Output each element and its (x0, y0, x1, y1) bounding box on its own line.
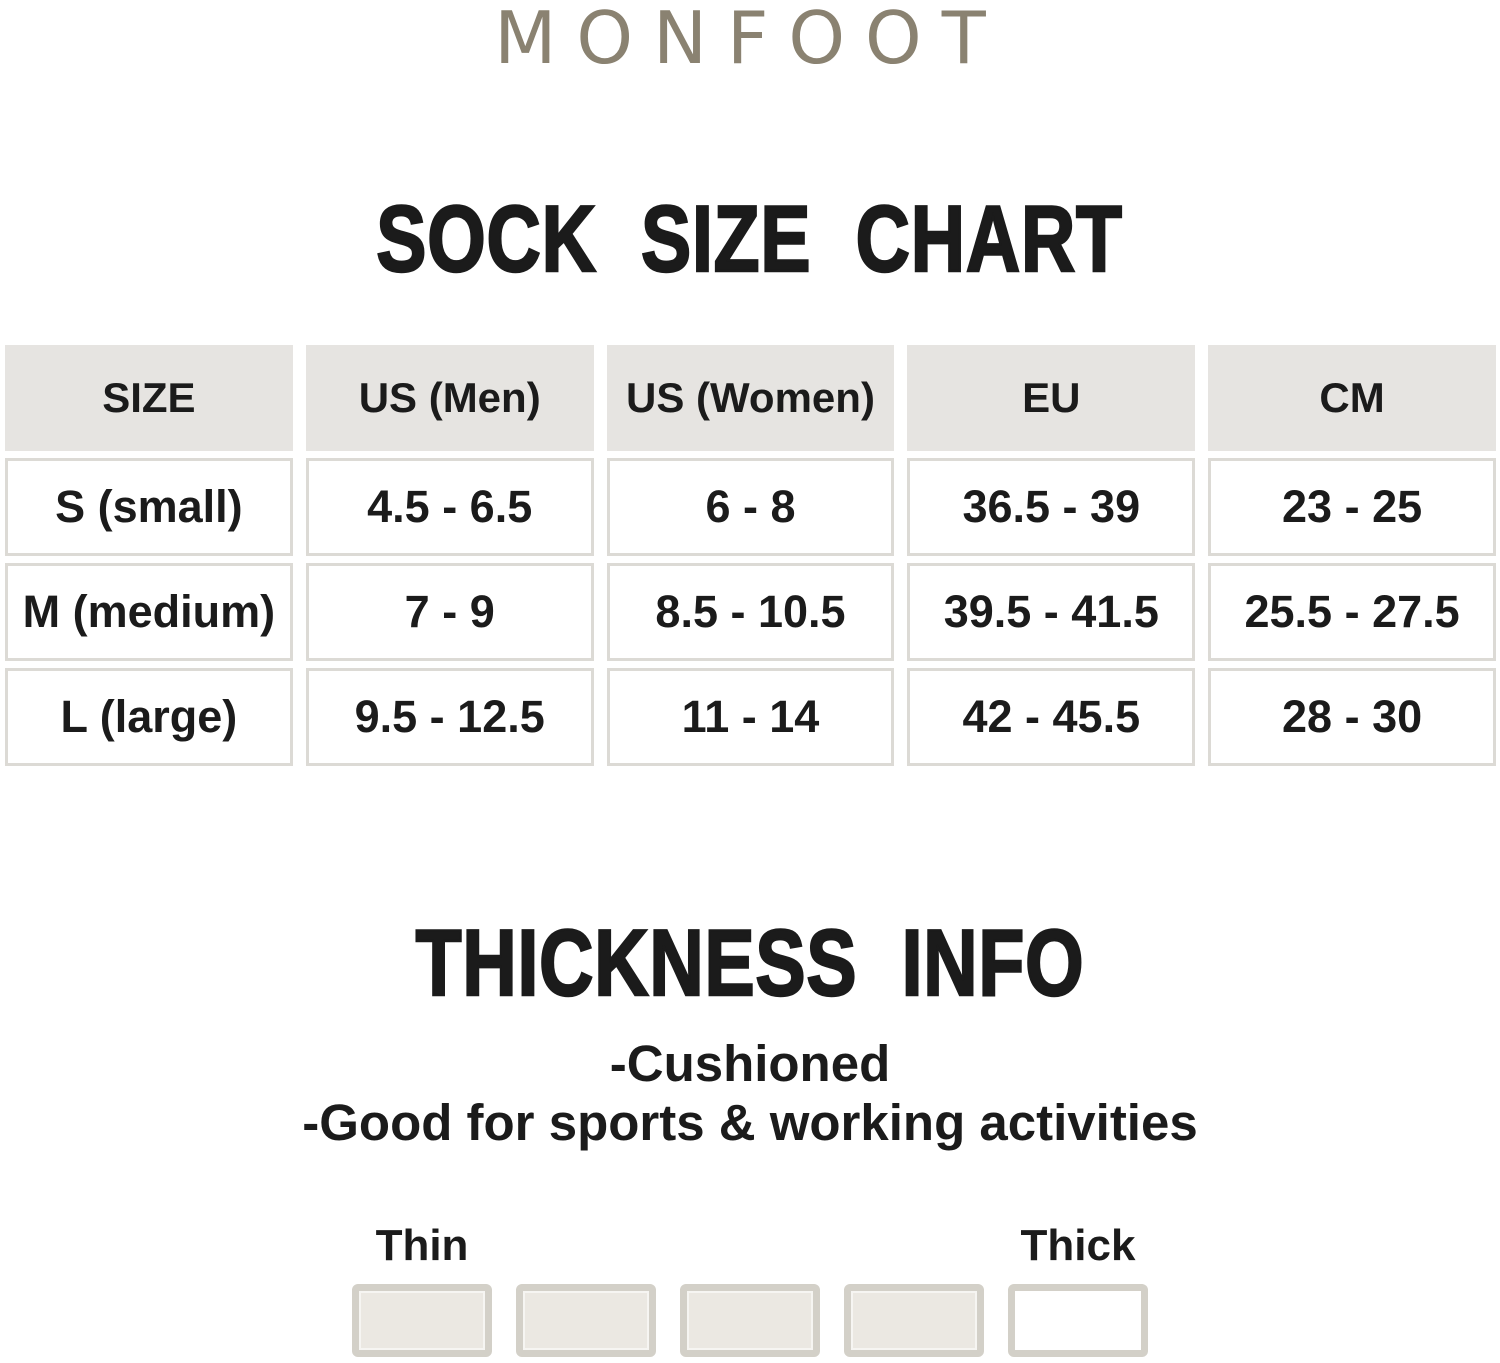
thickness-notes: -Cushioned -Good for sports & working ac… (0, 1034, 1500, 1152)
row-small-us-men: 4.5 - 6.5 (305, 458, 594, 556)
row-small-us-women: 6 - 8 (606, 458, 895, 556)
brand-logo: MONFOOT (494, 0, 1006, 80)
thickness-box-5-empty (1008, 1284, 1148, 1357)
row-large-cm: 28 - 30 (1208, 668, 1496, 766)
thickness-box-4-filled (844, 1284, 984, 1357)
row-large-us-women: 11 - 14 (606, 668, 895, 766)
thickness-note-activities: -Good for sports & working activities (302, 1094, 1198, 1151)
row-small-cm: 23 - 25 (1208, 458, 1496, 556)
column-header-cm: CM (1208, 345, 1496, 451)
row-large-us-men: 9.5 - 12.5 (305, 668, 594, 766)
size-chart-heading-text: SOCK SIZE CHART (376, 186, 1124, 291)
row-small-size-label: S (small) (5, 458, 293, 556)
column-header-eu: EU (907, 345, 1196, 451)
thickness-box-3-filled (680, 1284, 820, 1357)
thin-label: Thin (375, 1221, 469, 1270)
size-chart-table: SIZE US (Men) US (Women) EU CM S (small)… (5, 345, 1496, 766)
thickness-note-cushioned: -Cushioned (609, 1035, 891, 1092)
row-large-eu: 42 - 45.5 (907, 668, 1196, 766)
row-medium-size-label: M (medium) (5, 563, 293, 661)
thickness-box-2-filled (516, 1284, 656, 1357)
thickness-box-1-filled (352, 1284, 492, 1357)
thickness-heading-text: THICKNESS INFO (415, 910, 1085, 1015)
size-chart-heading: SOCK SIZE CHART (0, 186, 1500, 291)
thickness-scale: Thin Thick (352, 1222, 1148, 1357)
column-header-us-men: US (Men) (305, 345, 594, 451)
thickness-heading: THICKNESS INFO (0, 910, 1500, 1015)
column-header-size: SIZE (5, 345, 293, 451)
column-header-us-women: US (Women) (606, 345, 895, 451)
thick-label: Thick (1020, 1221, 1136, 1270)
row-medium-eu: 39.5 - 41.5 (907, 563, 1196, 661)
row-medium-us-women: 8.5 - 10.5 (606, 563, 895, 661)
row-medium-cm: 25.5 - 27.5 (1208, 563, 1496, 661)
row-large-size-label: L (large) (5, 668, 293, 766)
row-medium-us-men: 7 - 9 (305, 563, 594, 661)
row-small-eu: 36.5 - 39 (907, 458, 1196, 556)
thickness-scale-labels: Thin Thick (352, 1222, 1148, 1270)
thickness-scale-boxes (352, 1284, 1148, 1357)
